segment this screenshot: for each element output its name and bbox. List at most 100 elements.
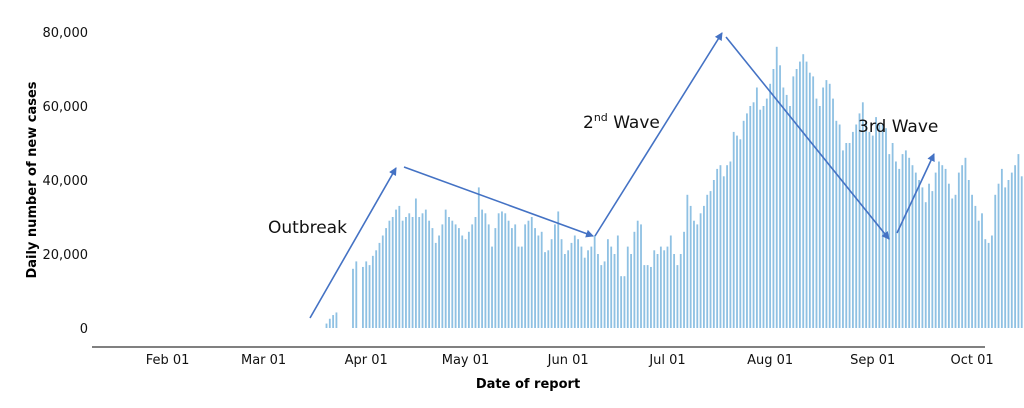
- bar: [845, 143, 848, 328]
- bar: [461, 235, 464, 328]
- bar: [606, 239, 609, 328]
- bar: [1020, 176, 1023, 328]
- bar: [898, 168, 901, 328]
- bar: [633, 231, 636, 328]
- bar: [444, 209, 447, 328]
- bar: [732, 131, 735, 328]
- bar: [762, 106, 765, 328]
- arrow-third-wave-rise: [896, 153, 935, 234]
- bar: [881, 124, 884, 328]
- bar: [954, 194, 957, 328]
- bar: [755, 87, 758, 328]
- bar: [335, 312, 338, 328]
- bar: [381, 235, 384, 328]
- arrow-first-decline: [403, 166, 594, 238]
- bar: [620, 276, 623, 328]
- bar: [1004, 187, 1007, 328]
- bar: [779, 65, 781, 329]
- bar: [418, 217, 421, 328]
- bar: [659, 246, 662, 328]
- y-tick-label: 0: [80, 322, 88, 337]
- bar: [679, 254, 682, 328]
- bar: [765, 98, 768, 328]
- bar: [414, 198, 417, 328]
- arrow-second-wave-rise: [594, 32, 723, 237]
- bar: [613, 254, 616, 328]
- bar: [673, 254, 676, 328]
- bar: [570, 242, 573, 328]
- bar: [828, 83, 831, 328]
- bar: [785, 94, 788, 329]
- bar: [815, 98, 818, 328]
- bar: [722, 176, 725, 328]
- bar: [441, 224, 444, 328]
- bar: [573, 235, 576, 328]
- annotation-second-wave-number: 2: [583, 113, 594, 133]
- x-tick-label: Feb 01: [146, 353, 190, 368]
- bar: [368, 265, 371, 328]
- bar: [623, 276, 626, 328]
- bar: [716, 168, 719, 328]
- bar: [388, 220, 391, 328]
- bar: [818, 106, 821, 328]
- bar: [947, 183, 950, 328]
- x-tick-label: Mar 01: [241, 353, 286, 368]
- bar: [812, 76, 815, 329]
- bar: [467, 231, 470, 328]
- bar: [921, 187, 924, 328]
- bar: [653, 250, 656, 328]
- bar: [510, 228, 513, 328]
- bar: [563, 254, 566, 328]
- bar: [895, 161, 897, 328]
- bar: [385, 228, 387, 328]
- bar: [759, 109, 762, 328]
- bar: [477, 187, 480, 328]
- bar: [742, 120, 745, 328]
- bar: [918, 180, 921, 328]
- bar: [848, 143, 851, 328]
- bar: [961, 165, 964, 328]
- bar: [328, 318, 331, 328]
- bar: [719, 165, 722, 328]
- x-tick-label: Jun 01: [547, 353, 589, 368]
- bar: [789, 106, 791, 328]
- bar: [454, 224, 457, 328]
- bar: [865, 120, 868, 328]
- bar: [636, 220, 639, 328]
- bar: [666, 246, 669, 328]
- bar: [626, 246, 629, 328]
- bar: [974, 205, 977, 328]
- bar: [1014, 165, 1017, 328]
- bar: [471, 224, 474, 328]
- bar: [431, 228, 434, 328]
- bar: [842, 150, 844, 328]
- bar: [491, 246, 493, 328]
- bar: [405, 217, 407, 328]
- bar: [352, 268, 354, 328]
- bar: [825, 80, 828, 328]
- arrow-outbreak-rise: [309, 167, 397, 319]
- bar: [603, 261, 606, 328]
- bar: [987, 242, 990, 328]
- bar: [689, 205, 692, 328]
- bar: [736, 135, 738, 328]
- bar: [567, 250, 570, 328]
- x-axis-label: Date of report: [476, 377, 580, 392]
- bar: [395, 209, 397, 328]
- annotation-third-wave: 3rd Wave: [858, 117, 938, 137]
- bar: [365, 261, 368, 328]
- annotation-second-wave: 2nd Wave: [583, 111, 660, 133]
- bar: [971, 194, 973, 328]
- bar: [772, 69, 775, 328]
- bar: [514, 224, 517, 328]
- annotation-outbreak: Outbreak: [268, 218, 347, 238]
- y-tick-label: 80,000: [43, 26, 89, 41]
- bar: [676, 265, 679, 328]
- bar: [944, 168, 947, 328]
- x-tick-label: May 01: [442, 353, 490, 368]
- bar: [855, 124, 858, 328]
- bar: [769, 83, 772, 328]
- bar: [577, 239, 580, 328]
- bars-group: [325, 46, 1023, 329]
- y-tick-label: 40,000: [43, 174, 89, 189]
